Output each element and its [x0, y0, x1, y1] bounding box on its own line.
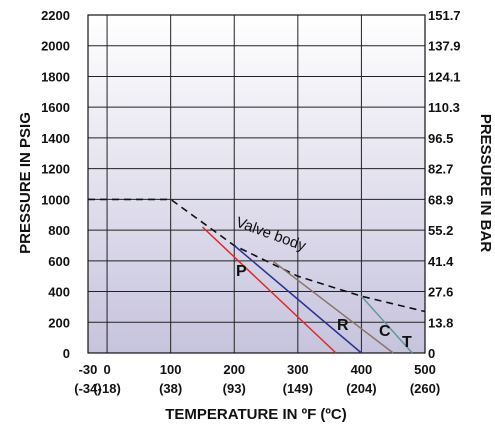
y-tick-label-right: 124.1 [428, 69, 461, 84]
plot-background [88, 15, 425, 353]
y-tick-label-left: 1200 [41, 162, 70, 177]
series-layer: P R CT [88, 198, 426, 354]
y-tick-label-right: 0 [428, 346, 435, 361]
x-tick-label-c: (38) [159, 381, 182, 396]
y-tick-label-right: 82.7 [428, 162, 453, 177]
y-tick-label-right: 41.4 [428, 254, 454, 269]
series-line-p [201, 226, 337, 354]
series-line-c [271, 260, 394, 354]
curve-label-t: T [402, 334, 412, 351]
y-tick-label-left: 1600 [41, 100, 70, 115]
curve-label-c: C [379, 323, 391, 340]
curve-label-p: P [236, 263, 247, 280]
y-tick-label-left: 600 [48, 254, 70, 269]
x-tick-label-c: (204) [346, 381, 376, 396]
y-tick-label-left: 1800 [41, 69, 70, 84]
y-tick-label-right: 96.5 [428, 131, 453, 146]
x-tick-label-c: (-18) [93, 381, 120, 396]
y-tick-label-left: 1400 [41, 131, 70, 146]
x-tick-label-c: (-34) [74, 381, 101, 396]
y-tick-label-left: 800 [48, 223, 70, 238]
x-tick-label-f: 200 [223, 362, 245, 377]
y-tick-label-left: 1000 [41, 192, 70, 207]
x-tick-label-f: 500 [414, 362, 436, 377]
y-tick-label-right: 27.6 [428, 285, 453, 300]
grid [87, 14, 426, 354]
series-line-valve-body [88, 198, 426, 313]
x-tick-label-f: -30 [79, 362, 98, 377]
x-tick-label-f: 300 [287, 362, 309, 377]
y-tick-label-right: 68.9 [428, 192, 453, 207]
x-tick-label-c: (149) [283, 381, 313, 396]
x-tick-label-c: (93) [223, 381, 246, 396]
y-tick-label-right: 13.8 [428, 315, 453, 330]
y-axis-title-right: PRESSURE IN BAR [477, 114, 494, 253]
y-tick-label-right: 110.3 [428, 100, 460, 115]
x-tick-label-f: 0 [103, 362, 110, 377]
y-tick-label-left: 400 [48, 285, 70, 300]
x-tick-label-c: (260) [410, 381, 440, 396]
y-tick-label-right: 55.2 [428, 223, 453, 238]
y-tick-label-left: 2000 [41, 39, 70, 54]
series-line-r [233, 244, 362, 354]
tick-labels: 0200400600800100012001400160018002000220… [41, 8, 460, 396]
curve-label-r: R [337, 317, 349, 334]
y-tick-label-right: 151.7 [428, 8, 461, 23]
series-line-t [360, 295, 413, 354]
x-tick-label-f: 100 [160, 362, 182, 377]
x-axis-title: TEMPERATURE IN ºF (ºC) [165, 406, 347, 423]
plot-border [87, 14, 426, 354]
y-tick-label-right: 137.9 [428, 39, 461, 54]
y-tick-label-left: 0 [63, 346, 70, 361]
y-tick-label-left: 2200 [41, 8, 70, 23]
y-tick-label-left: 200 [48, 315, 70, 330]
x-tick-label-f: 400 [351, 362, 373, 377]
y-axis-title-left: PRESSURE IN PSIG [17, 112, 34, 254]
